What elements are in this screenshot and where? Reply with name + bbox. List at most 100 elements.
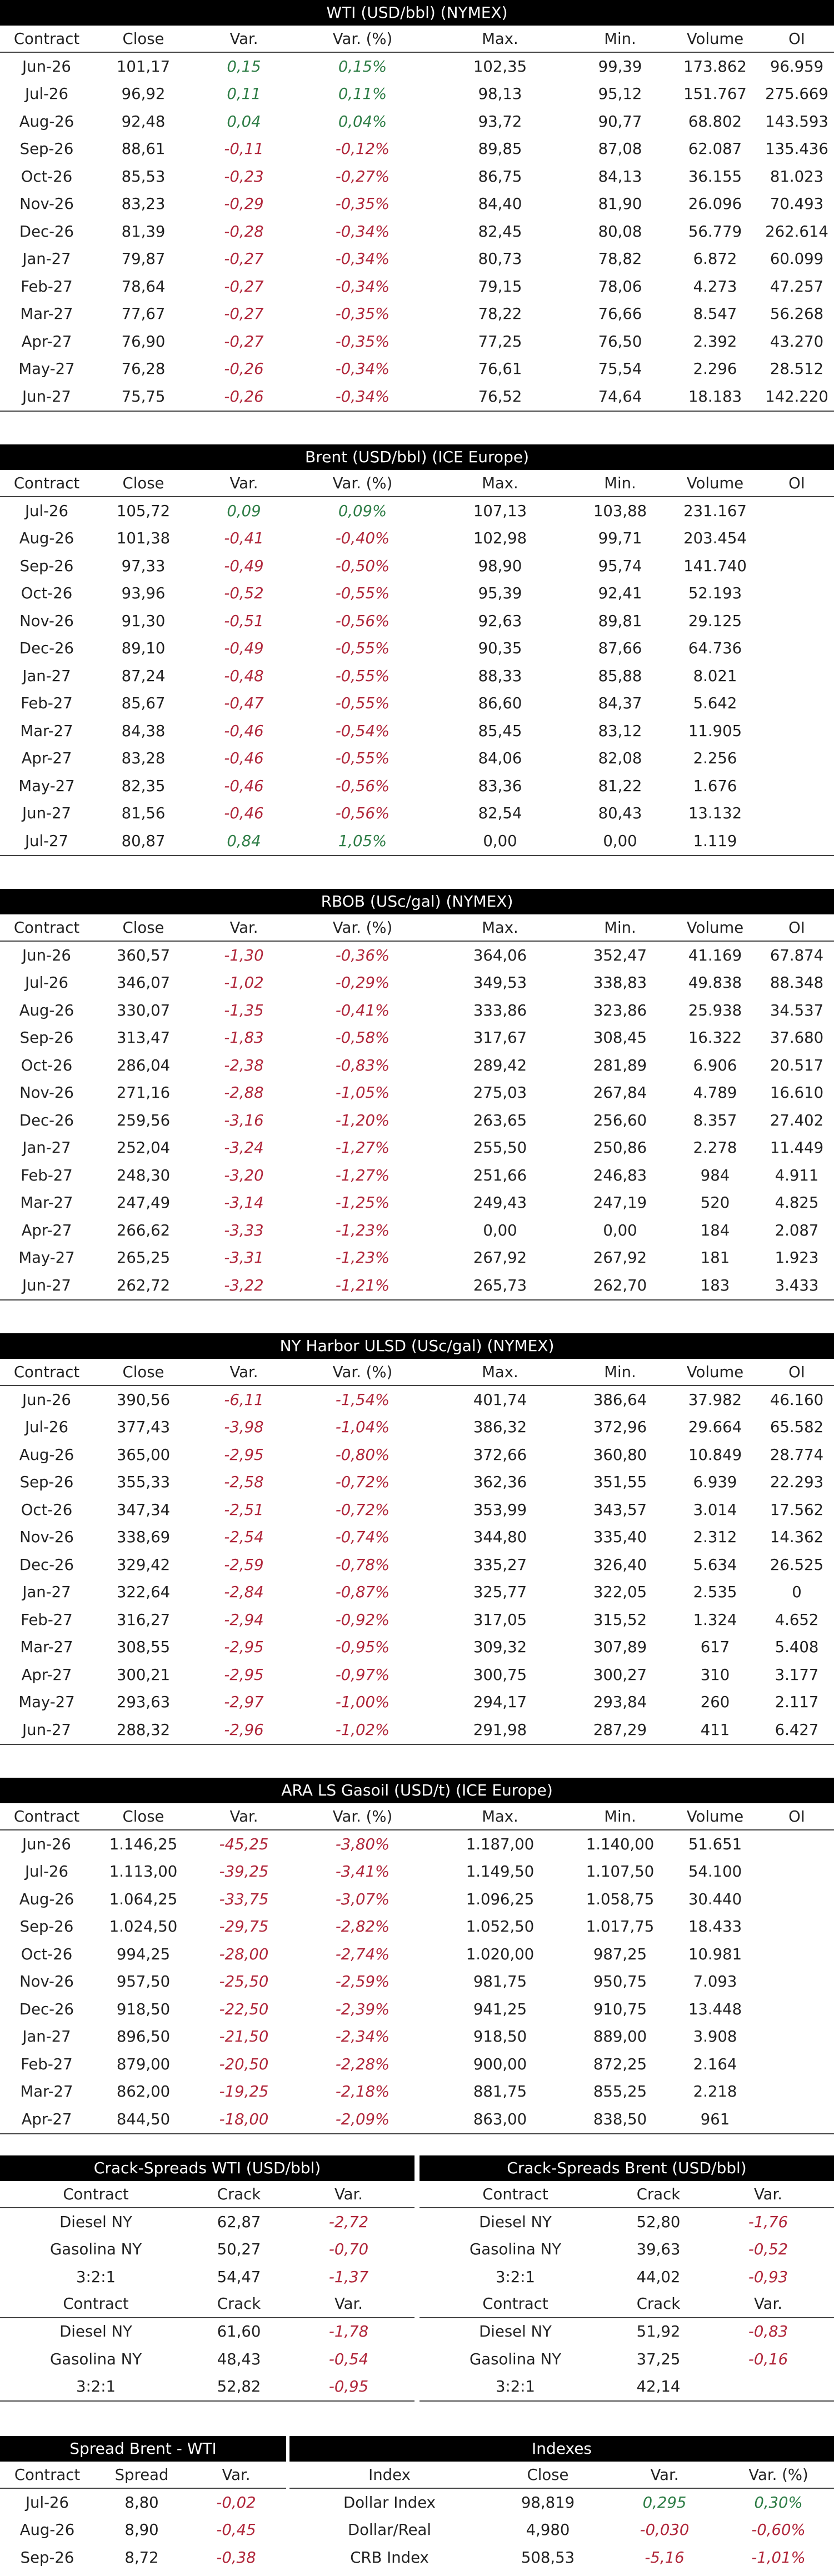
cell: 246,83	[593, 1166, 647, 1184]
cell: -1,00%	[335, 1693, 390, 1712]
cell: May-27	[18, 1249, 75, 1267]
table-row: Jul-26 1.113,00 -39,25 -3,41% 1.149,50 1.107,…	[0, 1858, 834, 1886]
table-row: Apr-27 83,28 -0,46 -0,55% 84,06 82,08 2.256	[0, 745, 834, 773]
cell: OI	[788, 1807, 805, 1825]
cell: 390,56	[116, 1390, 171, 1409]
table-row: Oct-26 286,04 -2,38 -0,83% 289,42 281,89 6.906…	[0, 1052, 834, 1079]
cell: -0,55%	[335, 584, 390, 603]
cell: 16.322	[688, 1029, 742, 1047]
cell: 86,75	[478, 167, 522, 186]
cell: -2,51	[224, 1500, 264, 1519]
cell: -5,16	[645, 2548, 685, 2567]
cell: 8,80	[124, 2493, 159, 2512]
cell: 411	[700, 1720, 730, 1739]
table-row: Jan-27 252,04 -3,24 -1,27% 255,50 250,86 2.278…	[0, 1134, 834, 1162]
cell: 4.273	[693, 277, 737, 296]
table-row: Jun-27 75,75 -0,26 -0,34% 76,52 74,64 18.183 14…	[0, 383, 834, 412]
cell: 1.017,75	[586, 1918, 655, 1936]
cell: -1,27%	[335, 1166, 390, 1184]
cell: 102,98	[473, 529, 527, 548]
table-row: Jan-27 79,87 -0,27 -0,34% 80,73 78,82 6.872 60.…	[0, 246, 834, 273]
cell: 37.680	[770, 1029, 824, 1047]
cell: -1,54%	[335, 1390, 390, 1409]
table-row: Diesel NY 52,80 -1,76	[420, 2208, 834, 2236]
table-row: Sep-26 97,33 -0,49 -0,50% 98,90 95,74 141.740	[0, 552, 834, 580]
cell: 26.525	[770, 1555, 824, 1574]
cell: 4,980	[526, 2521, 570, 2539]
cell: 250,86	[593, 1139, 647, 1157]
cell: -2,59%	[335, 1973, 390, 1991]
cell: 3:2:1	[76, 2378, 116, 2396]
cell: -3,31	[224, 1249, 264, 1267]
cell: 82,45	[478, 222, 522, 241]
cell: 76,52	[478, 387, 522, 406]
cell: -0,95	[328, 2378, 369, 2396]
cell: 386,32	[473, 1418, 527, 1437]
cell: -39,25	[219, 1863, 269, 1881]
cell: 4.652	[775, 1610, 819, 1629]
table-row: Nov-26 91,30 -0,51 -0,56% 92,63 89,81 29.125	[0, 607, 834, 635]
cell: 13.448	[688, 2000, 742, 2018]
table-header-row: Contract Crack Var.	[0, 2291, 414, 2318]
cell: 83,23	[121, 195, 166, 213]
cell: -29,75	[219, 1918, 269, 1936]
cell: 918,50	[116, 2000, 171, 2018]
cell: Var. (%)	[332, 474, 393, 492]
table-title: Spread Brent - WTI	[0, 2436, 286, 2462]
cell: -0,46	[224, 722, 264, 740]
cell: 307,89	[593, 1638, 647, 1657]
cell: -1,78	[328, 2323, 369, 2341]
cell: 344,80	[473, 1528, 527, 1547]
cell: 2.087	[775, 1221, 819, 1239]
cell: 181	[700, 1249, 730, 1267]
cell: Diesel NY	[479, 2213, 552, 2231]
cell: 76,66	[598, 305, 642, 323]
table-row: Aug-26 8,90 -0,45	[0, 2517, 286, 2544]
cell: 96.959	[770, 57, 824, 76]
cell: -0,60%	[751, 2521, 806, 2539]
cell: 8.547	[693, 305, 737, 323]
cell: May-27	[18, 360, 75, 378]
cell: -0,27	[224, 250, 264, 268]
cell: 372,66	[473, 1445, 527, 1464]
table-row: Jan-27 896,50 -21,50 -2,34% 918,50 889,00 3.90…	[0, 2023, 834, 2051]
cell: 291,98	[473, 1720, 527, 1739]
cell: 255,50	[473, 1139, 527, 1157]
cell: 313,47	[116, 1029, 171, 1047]
cell: 99,39	[598, 57, 642, 76]
table-row: Jun-27 81,56 -0,46 -0,56% 82,54 80,43 13.132	[0, 800, 834, 828]
cell: Apr-27	[21, 2110, 72, 2128]
table-row: Diesel NY 61,60 -1,78	[0, 2318, 414, 2346]
table-row: Oct-26 85,53 -0,23 -0,27% 86,75 84,13 36.155 81…	[0, 163, 834, 191]
cell: 92,63	[478, 612, 522, 630]
cell: -0,41%	[335, 1001, 390, 1019]
cell: 203.454	[683, 529, 747, 548]
cell: -18,00	[219, 2110, 269, 2128]
table-title: RBOB (USc/gal) (NYMEX)	[0, 889, 834, 914]
cell: 85,88	[598, 667, 642, 685]
cell: 333,86	[473, 1001, 527, 1019]
cell: 60.099	[770, 250, 824, 268]
cell: -0,56%	[335, 612, 390, 630]
table-row: Jan-27 87,24 -0,48 -0,55% 88,33 85,88 8.021	[0, 662, 834, 690]
cell: 135.436	[765, 140, 828, 158]
cell: 872,25	[593, 2055, 647, 2073]
cell: 51.651	[688, 1835, 742, 1853]
table-row: Jun-27 262,72 -3,22 -1,21% 265,73 262,70 183 3.…	[0, 1272, 834, 1300]
cell: -2,28%	[335, 2055, 390, 2073]
table-header-row: Contract Close Var. Var. (%) Max. Min. Volume O…	[0, 1359, 834, 1386]
cell: 10.849	[688, 1445, 742, 1464]
cell: Aug-26	[19, 1001, 74, 1019]
cell: Min.	[604, 1807, 636, 1825]
cell: 37,25	[636, 2350, 681, 2368]
cell: -0,34%	[335, 250, 390, 268]
table-title: Indexes	[289, 2436, 834, 2462]
cell: -3,98	[224, 1418, 264, 1437]
cell: -3,16	[224, 1111, 264, 1129]
cell: -0,47	[224, 694, 264, 713]
cell: -1,30	[224, 946, 264, 964]
cell: 88,61	[121, 140, 166, 158]
cell: 1.676	[693, 777, 737, 795]
cell: -0,46	[224, 804, 264, 823]
cell: -0,49	[224, 639, 264, 658]
